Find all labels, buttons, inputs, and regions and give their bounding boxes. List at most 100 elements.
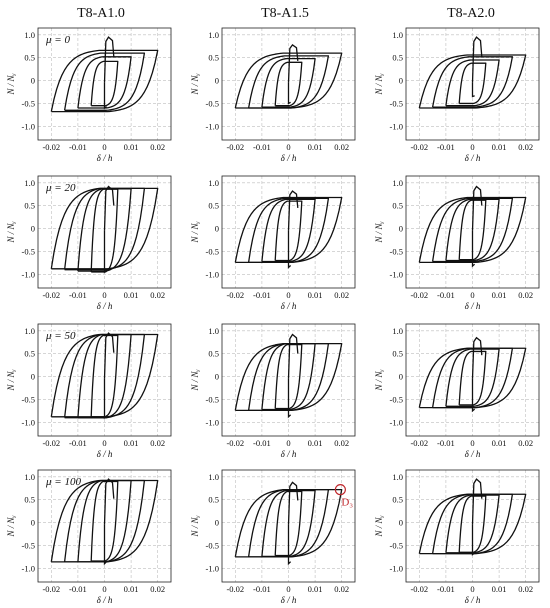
initial-spike xyxy=(471,185,483,231)
x-tick-label: -0.02 xyxy=(410,290,428,300)
x-tick-label: 0.01 xyxy=(492,142,507,152)
initial-spike xyxy=(103,82,107,110)
x-tick-label: 0.02 xyxy=(518,290,533,300)
y-axis-label: N / Nᵧ xyxy=(374,221,384,243)
initial-spike xyxy=(471,524,476,556)
x-tick-label: 0 xyxy=(470,438,474,448)
x-tick-label: -0.01 xyxy=(69,438,87,448)
initial-spike xyxy=(287,82,291,105)
x-tick-label: 0 xyxy=(102,584,106,594)
y-tick-label: -1.0 xyxy=(390,121,403,131)
x-tick-label: -0.01 xyxy=(253,142,271,152)
x-tick-label: 0.01 xyxy=(492,290,507,300)
y-tick-label: 0.5 xyxy=(208,495,219,505)
plot-frame xyxy=(405,469,540,583)
hysteresis-loop xyxy=(234,343,343,412)
row-label: μ = 20 xyxy=(45,182,76,194)
panel: -0.02 -0.01 0 0.01 0.02 1.0 0.5 0 -0.5 -1.0 δ / h N… xyxy=(374,323,540,459)
panel: -0.02 -0.01 0 0.01 0.02 1.0 0.5 0 -0.5 -1.0 δ / h N… xyxy=(374,469,540,605)
y-tick-label: 1.0 xyxy=(24,30,35,40)
column-titles: T8-A1.0 T8-A1.5 T8-A2.0 xyxy=(77,6,495,21)
hysteresis-loop xyxy=(445,494,500,554)
initial-spike xyxy=(471,336,483,379)
panel-grid: -0.02 -0.01 0 0.01 0.02 1.0 0.5 0 -0.5 -1.0 δ / h N… xyxy=(6,27,540,605)
hysteresis-loop xyxy=(458,62,487,105)
hysteresis-loop xyxy=(50,333,159,418)
x-tick-label: -0.01 xyxy=(69,584,87,594)
y-tick-label: -0.5 xyxy=(206,98,219,108)
y-tick-label: 0.5 xyxy=(392,201,403,211)
plot-frame xyxy=(221,27,356,141)
y-tick-label: 0.5 xyxy=(24,53,35,63)
y-axis-label: N / Nᵧ xyxy=(374,369,384,391)
y-axis-label: N / Nᵧ xyxy=(190,369,200,391)
panel: -0.02 -0.01 0 0.01 0.02 1.0 0.5 0 -0.5 -1.0 δ / h N… xyxy=(6,323,172,459)
initial-spike xyxy=(287,524,292,566)
y-axis-label: N / Nᵧ xyxy=(6,515,16,537)
x-axis-label: δ / h xyxy=(97,595,113,605)
x-tick-label: 0 xyxy=(286,142,290,152)
x-tick-label: 0.02 xyxy=(518,142,533,152)
plot-frame xyxy=(37,27,172,141)
x-tick-label: -0.02 xyxy=(226,142,244,152)
y-tick-label: 0.5 xyxy=(24,495,35,505)
x-tick-label: 0.01 xyxy=(308,438,323,448)
x-axis-label: δ / h xyxy=(97,449,113,459)
y-tick-label: 1.0 xyxy=(24,326,35,336)
y-axis-label: N / Nᵧ xyxy=(6,221,16,243)
hysteresis-loop xyxy=(445,348,500,407)
initial-spike xyxy=(471,36,483,83)
plot-frame xyxy=(37,323,172,437)
hysteresis-loop xyxy=(50,479,159,563)
y-tick-label: 0 xyxy=(215,224,219,234)
plot-frame xyxy=(405,27,540,141)
x-tick-label: -0.02 xyxy=(410,584,428,594)
x-tick-label: 0.01 xyxy=(124,142,139,152)
x-tick-label: 0 xyxy=(286,290,290,300)
y-tick-label: 0 xyxy=(31,372,35,382)
initial-spike xyxy=(103,230,108,274)
x-tick-label: 0.01 xyxy=(124,438,139,448)
hysteresis-loop xyxy=(458,350,487,406)
hysteresis-loop xyxy=(234,196,343,264)
plot-frame xyxy=(221,469,356,583)
y-tick-label: 0.5 xyxy=(208,349,219,359)
x-tick-label: 0.02 xyxy=(334,584,349,594)
initial-spike xyxy=(471,82,475,98)
hysteresis-loop xyxy=(261,198,316,263)
hysteresis-loop xyxy=(63,52,146,111)
y-tick-label: 1.0 xyxy=(392,472,403,482)
y-axis-label: N / Nᵧ xyxy=(190,221,200,243)
y-tick-label: -1.0 xyxy=(22,563,35,573)
hysteresis-loop xyxy=(418,347,527,409)
x-tick-label: 0 xyxy=(102,438,106,448)
panel: -0.02 -0.01 0 0.01 0.02 1.0 0.5 0 -0.5 -1.0 δ / h N… xyxy=(6,175,172,311)
x-tick-label: 0.02 xyxy=(334,438,349,448)
column-title: T8-A1.5 xyxy=(261,6,309,21)
initial-spike xyxy=(103,36,115,83)
row-label: μ = 50 xyxy=(45,330,76,342)
hysteresis-loop xyxy=(50,187,159,270)
initial-spike xyxy=(103,478,115,525)
y-tick-label: -0.5 xyxy=(390,98,403,108)
annotation-label: D₃ xyxy=(341,497,353,509)
hysteresis-loop xyxy=(431,197,514,263)
hysteresis-loop xyxy=(274,490,303,557)
plot-frame xyxy=(405,323,540,437)
y-tick-label: 0 xyxy=(215,76,219,86)
y-tick-label: -1.0 xyxy=(390,417,403,427)
x-tick-label: -0.02 xyxy=(42,584,60,594)
panel: -0.02 -0.01 0 0.01 0.02 1.0 0.5 0 -0.5 -1.0 δ / h N… xyxy=(190,27,356,163)
plot-frame xyxy=(405,175,540,289)
hysteresis-loop xyxy=(90,480,119,562)
hysteresis-loop xyxy=(234,52,343,109)
x-tick-label: 0 xyxy=(470,290,474,300)
y-tick-label: 1.0 xyxy=(24,472,35,482)
initial-spike xyxy=(287,190,299,231)
row-label: μ = 0 xyxy=(45,34,70,46)
plot-frame xyxy=(37,175,172,289)
y-tick-label: 0 xyxy=(399,518,403,528)
x-tick-label: 0.01 xyxy=(124,290,139,300)
y-tick-label: 0.5 xyxy=(392,53,403,63)
